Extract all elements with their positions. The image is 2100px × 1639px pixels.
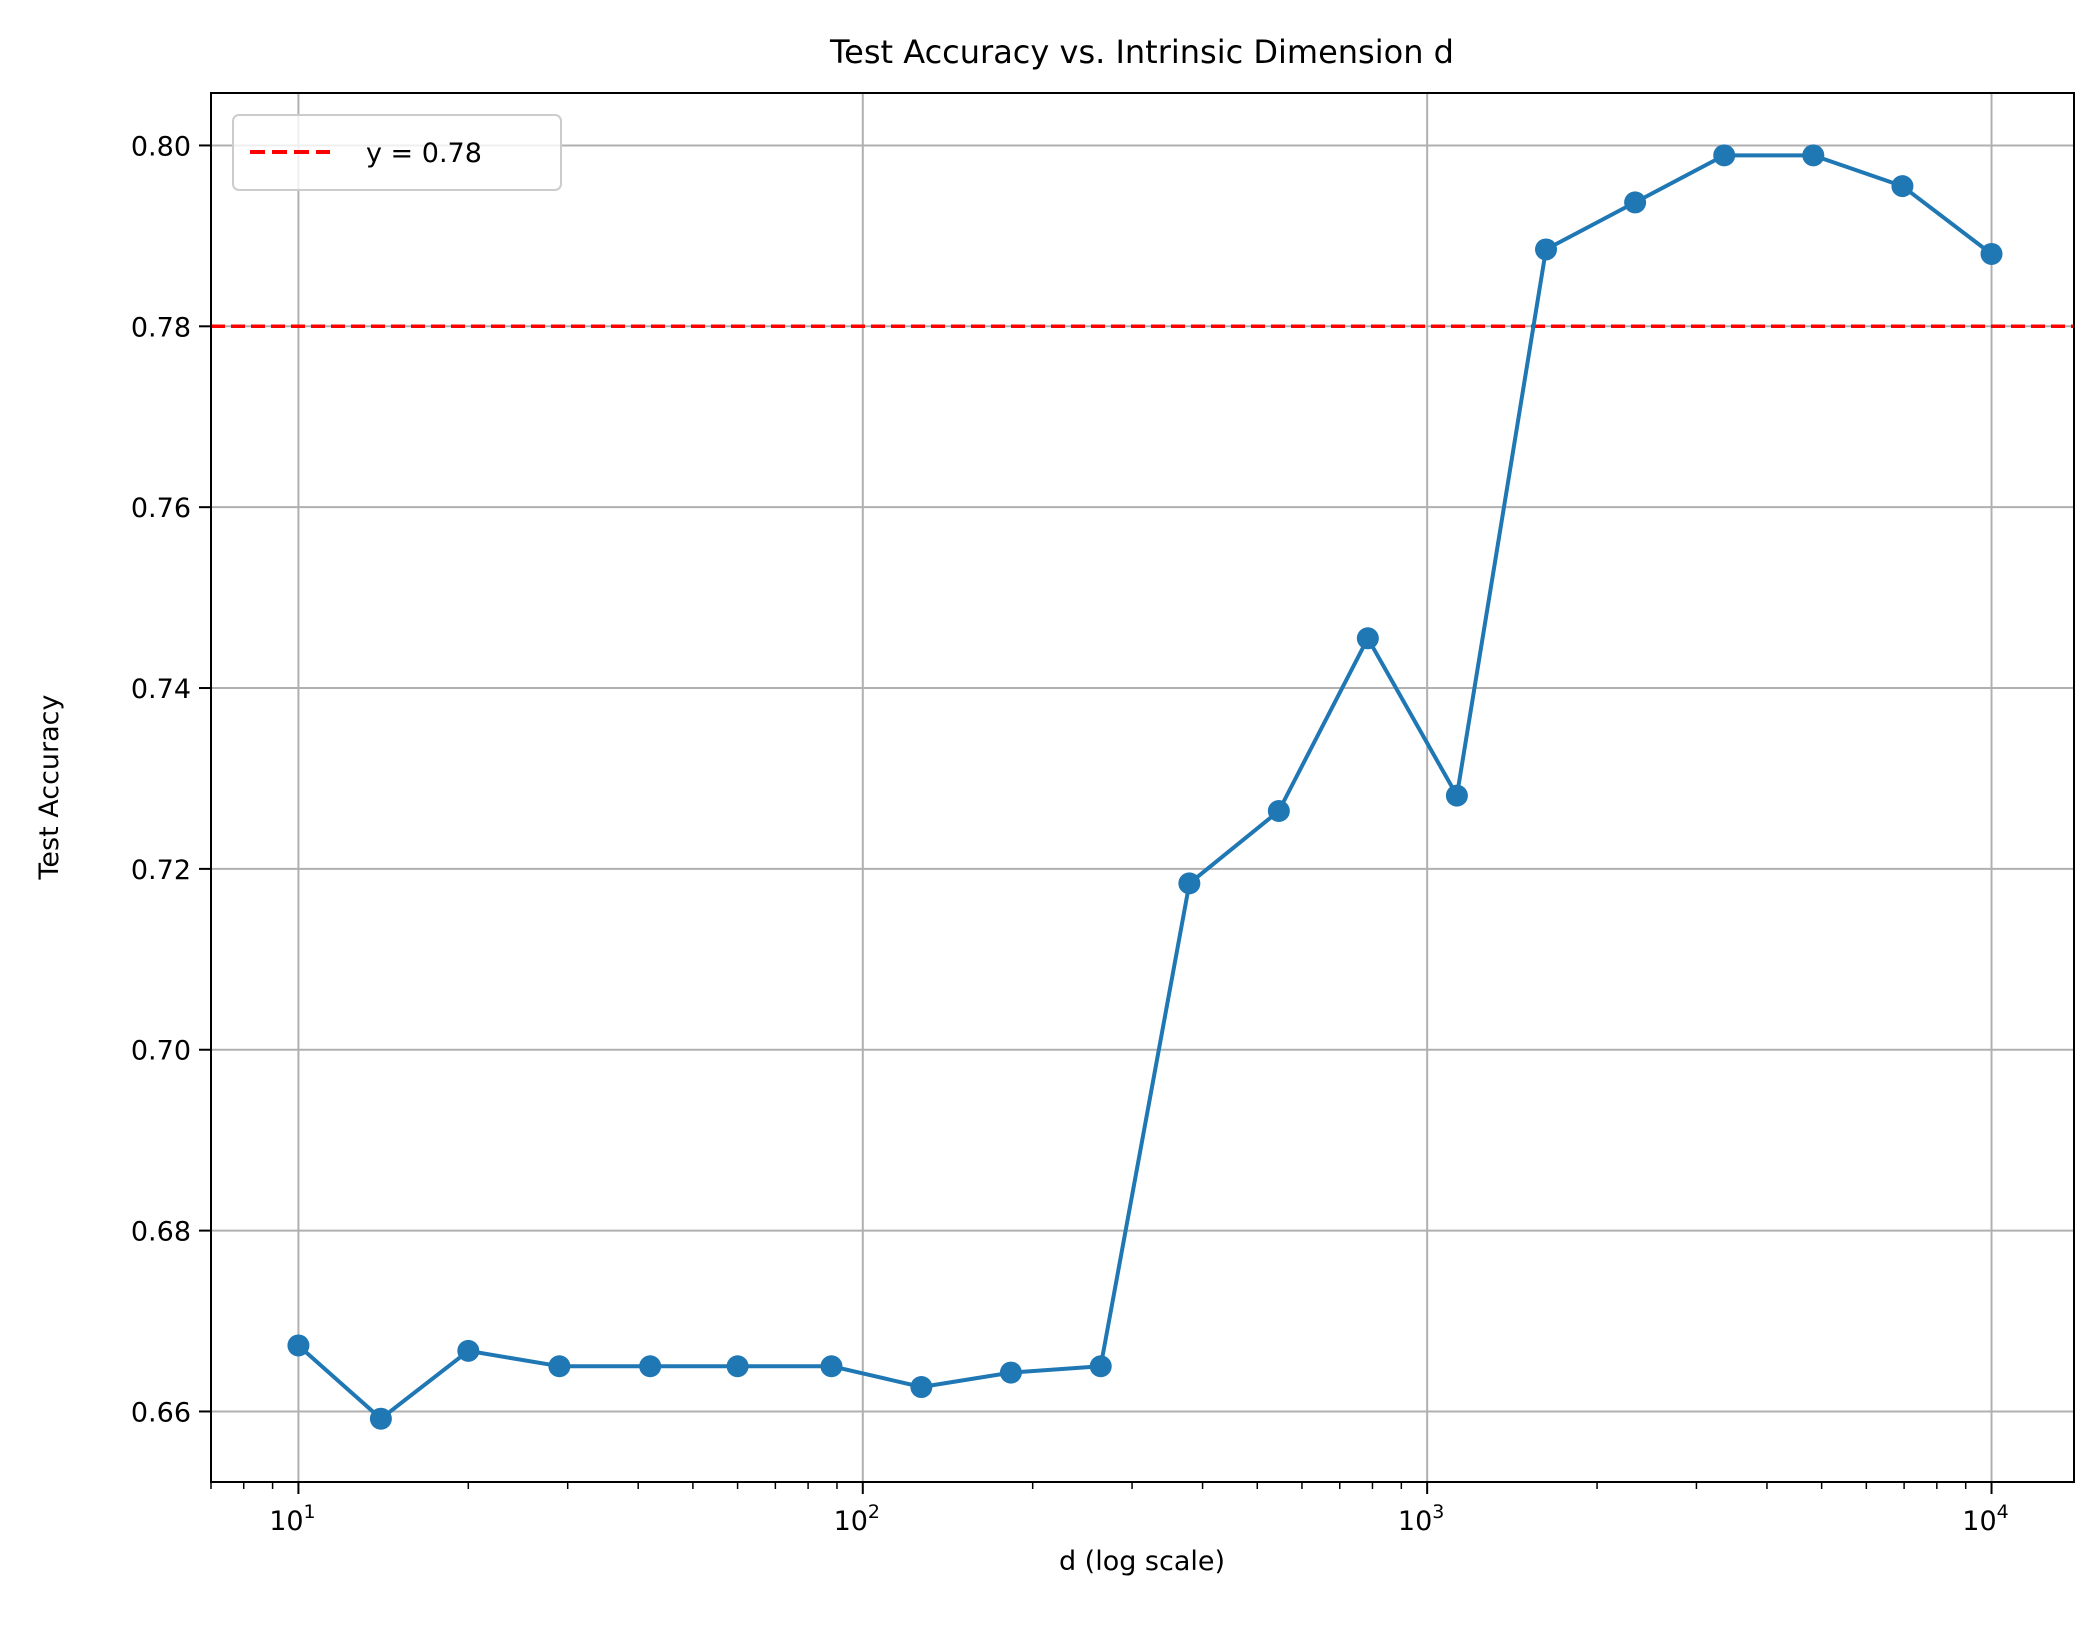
data-point	[1267, 800, 1290, 823]
data-point	[287, 1334, 310, 1357]
data-point	[1980, 242, 2003, 265]
x-tick-label-exponent: 3	[1432, 1501, 1444, 1523]
x-tick-label-exponent: 1	[304, 1501, 316, 1523]
data-point	[1535, 238, 1558, 261]
x-axis-label: d (log scale)	[1059, 1546, 1225, 1577]
y-tick-label: 0.66	[131, 1397, 191, 1428]
data-point	[639, 1355, 662, 1378]
y-tick-label: 0.68	[131, 1217, 191, 1248]
y-tick-label: 0.70	[131, 1036, 191, 1067]
y-axis-label: Test Accuracy	[34, 694, 65, 880]
data-point	[369, 1407, 392, 1430]
legend-box	[232, 114, 562, 191]
data-point	[1624, 191, 1647, 214]
data-point	[1445, 784, 1468, 807]
y-axis: 0.66 0.68 0.70 0.72 0.74 0.76 0.78 0.80	[131, 131, 211, 1428]
y-tick-label: 0.72	[131, 855, 191, 886]
chart-title: Test Accuracy vs. Intrinsic Dimension d	[829, 33, 1454, 71]
data-point	[1356, 627, 1379, 650]
data-point	[548, 1355, 571, 1378]
data-point	[910, 1376, 933, 1399]
x-tick-label-exponent: 4	[1997, 1501, 2009, 1523]
data-point	[820, 1355, 843, 1378]
y-tick-label: 0.80	[131, 131, 191, 162]
y-tick-label: 0.76	[131, 493, 191, 524]
legend-label-reference-line: y = 0.78	[366, 138, 482, 169]
data-point	[1713, 144, 1736, 167]
y-tick-label: 0.78	[131, 312, 191, 343]
series-line	[297, 153, 1993, 1421]
data-point	[1891, 175, 1914, 198]
y-tick-label: 0.74	[131, 674, 191, 705]
x-axis: 101 102 103 104	[210, 1482, 2009, 1537]
data-point	[1089, 1355, 1112, 1378]
data-point	[1178, 872, 1201, 895]
legend: y = 0.78	[232, 114, 562, 191]
x-tick-label-exponent: 2	[868, 1501, 880, 1523]
plot-frame	[210, 92, 2075, 1483]
series-layer	[287, 144, 2003, 1430]
data-point	[999, 1361, 1022, 1384]
data-point	[726, 1355, 749, 1378]
data-point	[457, 1339, 480, 1362]
data-point	[1802, 144, 1825, 167]
